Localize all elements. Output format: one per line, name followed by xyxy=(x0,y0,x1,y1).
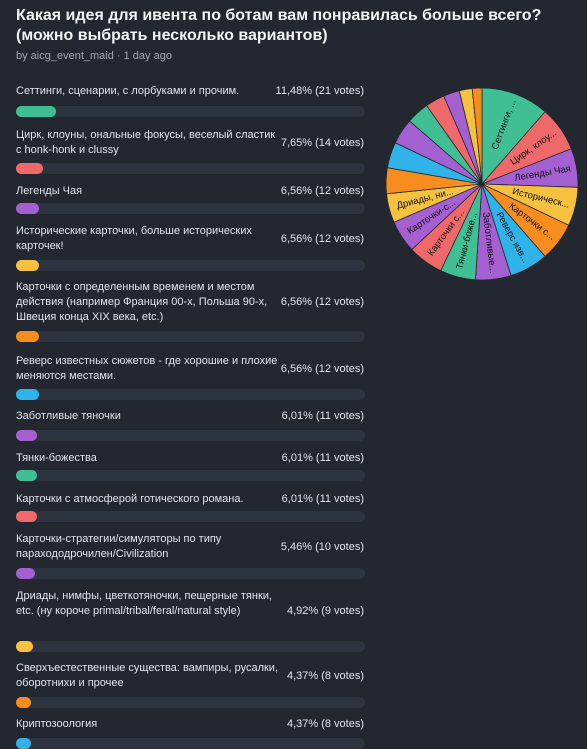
poll-option-bar[interactable] xyxy=(16,511,365,522)
poll-option-percent: 7,65% (14 votes) xyxy=(280,136,364,149)
poll-option-bar-fill xyxy=(16,568,36,579)
poll-meta: by aicg_event_maid · 1 day ago xyxy=(16,50,172,62)
poll-option-percent: 6,01% (11 votes) xyxy=(281,410,364,422)
poll-option-percent: 6,56% (12 votes) xyxy=(280,296,364,308)
pie-slice xyxy=(481,87,546,186)
poll-option-bar[interactable] xyxy=(16,697,365,708)
poll-option-bar[interactable] xyxy=(16,470,365,481)
poll-option-bar-fill xyxy=(16,389,39,400)
poll-option-bar[interactable] xyxy=(16,203,365,214)
poll-option-bar[interactable] xyxy=(16,163,365,174)
poll-option-bar[interactable] xyxy=(16,331,365,342)
poll-option-bar-fill xyxy=(16,260,39,271)
pie-slice xyxy=(471,87,483,185)
poll-option-bar[interactable] xyxy=(16,260,365,271)
poll-option-label: Карточки-стратегии/симуляторы по типу па… xyxy=(16,533,222,560)
poll-option-label: Реверс известных сюжетов - где хорошие и… xyxy=(16,355,278,382)
poll-option-bar-fill xyxy=(16,697,32,708)
poll-option-label: Заботливые тяночки xyxy=(16,410,121,422)
poll-title: Какая идея для ивента по ботам вам понра… xyxy=(16,7,542,44)
poll-option-label: Карточки с определенным временем и место… xyxy=(16,281,268,323)
poll-option-bar-fill xyxy=(16,203,39,214)
results-pie-chart: Сеттинги, ...Цирк, клоу...Легенды ЧаяИст… xyxy=(385,87,579,281)
poll-option-label: Криптозоология xyxy=(16,718,98,730)
poll-option-percent: 6,56% (12 votes) xyxy=(280,362,364,375)
poll-option-percent: 5,46% (10 votes) xyxy=(280,540,364,553)
poll-option-bar[interactable] xyxy=(16,430,365,441)
poll-option-bar-fill xyxy=(16,738,32,749)
poll-option-bar-fill xyxy=(16,163,43,174)
poll-option-percent: 4,37% (8 votes) xyxy=(286,718,364,730)
poll-option-bar-fill xyxy=(16,511,38,522)
poll-option-percent: 6,56% (12 votes) xyxy=(280,232,364,245)
poll-option-label: Тянки-божества xyxy=(16,452,97,464)
poll-option-percent: 6,01% (11 votes) xyxy=(281,452,364,464)
poll-option-percent: 4,92% (9 votes) xyxy=(286,605,364,617)
poll-option-percent: 6,01% (11 votes) xyxy=(281,493,364,505)
poll-option-percent: 6,56% (12 votes) xyxy=(280,185,364,197)
poll-option-label: Легенды Чая xyxy=(16,185,83,197)
poll-option-label: Цирк, клоуны, ональные фокусы, веселый с… xyxy=(16,129,276,156)
poll-option-bar[interactable] xyxy=(16,568,365,579)
poll-option-label: Сверхъестественные существа: вампиры, ру… xyxy=(16,662,278,689)
poll-option-bar-fill xyxy=(16,106,57,117)
poll-option-bar[interactable] xyxy=(16,738,365,749)
poll-option-percent: 4,37% (8 votes) xyxy=(286,669,364,682)
poll-option-bar-fill xyxy=(16,470,38,481)
poll-option-bar[interactable] xyxy=(16,106,365,117)
poll-option-bar-fill xyxy=(16,641,34,652)
poll-option-label: Исторические карточки, больше историческ… xyxy=(16,225,252,252)
poll-option-percent: 11,48% (21 votes) xyxy=(275,85,364,97)
poll-option-bar-fill xyxy=(16,430,38,441)
poll-option-bar-fill xyxy=(16,331,39,342)
poll-option-label: Карточки с атмосферой готического романа… xyxy=(16,493,244,505)
poll-option-label: Сеттинги, сценарии, с лорбуками и прочим… xyxy=(16,85,240,97)
poll-option-bar[interactable] xyxy=(16,389,365,400)
poll-option-label: Дриады, нимфы, цветкотяночки, пещерные т… xyxy=(16,590,272,617)
poll-option-bar[interactable] xyxy=(16,641,365,652)
